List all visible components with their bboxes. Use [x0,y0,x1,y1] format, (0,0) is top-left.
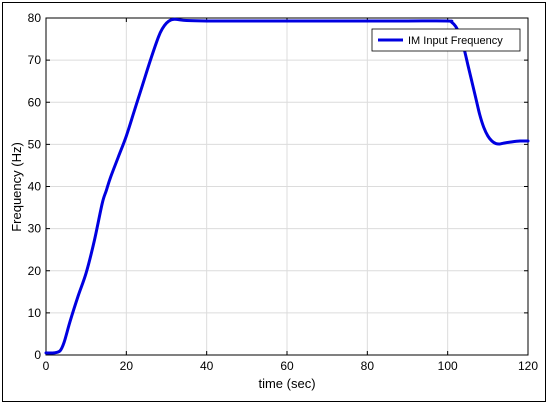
y-tick-label: 20 [28,264,42,278]
y-tick-label: 80 [28,11,42,25]
grid-lines [46,18,528,355]
x-tick-label: 120 [518,359,538,373]
axis-ticks: 0 20 40 60 80 100 120 0 10 20 30 40 50 60 70 80 [28,11,539,373]
legend: IM Input Frequency [371,28,521,52]
x-tick-label: 80 [361,359,375,373]
y-tick-label: 30 [28,222,42,236]
y-tick-label: 70 [28,53,42,67]
legend-box [371,28,521,52]
legend-label-im-input-frequency: IM Input Frequency [408,35,503,47]
x-axis-label: time (sec) [258,376,315,391]
y-tick-label: 10 [28,306,42,320]
x-tick-label: 40 [200,359,214,373]
y-tick-label: 60 [28,95,42,109]
x-tick-label: 0 [43,359,50,373]
x-tick-label: 60 [280,359,294,373]
y-tick-label: 0 [34,348,41,362]
series-layer [44,17,530,355]
series-line-im-input-frequency [44,17,530,355]
x-tick-label: 100 [438,359,458,373]
y-tick-label: 40 [28,180,42,194]
x-tick-label: 20 [120,359,134,373]
y-axis-label: Frequency (Hz) [9,142,24,232]
y-tick-label: 50 [28,137,42,151]
